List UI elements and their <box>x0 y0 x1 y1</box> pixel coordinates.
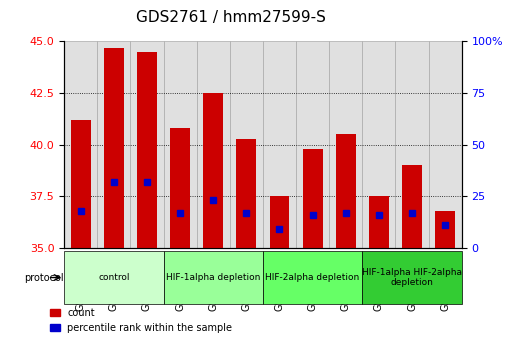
FancyBboxPatch shape <box>164 251 263 304</box>
Bar <box>402 165 422 248</box>
FancyBboxPatch shape <box>362 251 462 304</box>
FancyBboxPatch shape <box>263 251 362 304</box>
Bar <box>196 41 230 248</box>
Bar <box>269 196 289 248</box>
Text: HIF-2alpha depletion: HIF-2alpha depletion <box>266 273 360 282</box>
Text: HIF-1alpha HIF-2alpha
depletion: HIF-1alpha HIF-2alpha depletion <box>362 268 462 287</box>
Bar <box>435 211 455 248</box>
Bar <box>396 41 428 248</box>
Bar <box>336 134 356 248</box>
Text: protocol: protocol <box>25 273 64 283</box>
Text: GDS2761 / hmm27599-S: GDS2761 / hmm27599-S <box>136 10 326 25</box>
Bar <box>230 41 263 248</box>
Bar <box>428 41 462 248</box>
Bar <box>97 41 130 248</box>
Bar <box>130 41 164 248</box>
Bar <box>329 41 362 248</box>
Bar <box>64 41 97 248</box>
Bar <box>296 41 329 248</box>
Bar <box>137 52 157 248</box>
Bar <box>170 128 190 248</box>
Text: HIF-1alpha depletion: HIF-1alpha depletion <box>166 273 261 282</box>
Bar <box>362 41 396 248</box>
Bar <box>164 41 196 248</box>
Bar <box>104 48 124 248</box>
Bar <box>263 41 296 248</box>
FancyBboxPatch shape <box>64 251 164 304</box>
Bar <box>303 149 323 248</box>
Bar <box>71 120 91 248</box>
Bar <box>369 196 389 248</box>
Text: control: control <box>98 273 130 282</box>
Legend: count, percentile rank within the sample: count, percentile rank within the sample <box>46 304 236 337</box>
Bar <box>236 138 256 248</box>
Bar <box>203 93 223 248</box>
